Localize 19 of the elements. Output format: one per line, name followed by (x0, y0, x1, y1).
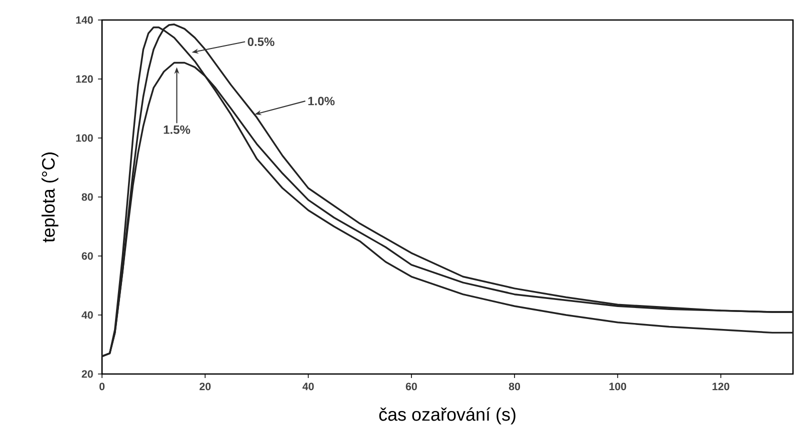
y-tick-label: 140 (76, 16, 93, 24)
x-tick-label: 100 (609, 382, 626, 390)
x-tick-label: 60 (406, 382, 417, 390)
x-tick-label: 80 (508, 382, 520, 390)
x-tick-label: 0 (99, 382, 105, 390)
x-axis-title: čas ozařování (s) (379, 407, 516, 424)
y-tick-label: 20 (82, 370, 93, 378)
y-tick-label: 80 (82, 193, 93, 201)
x-tick-label: 40 (302, 382, 314, 390)
y-tick-label: 100 (76, 134, 93, 142)
x-tick-label: 20 (200, 382, 211, 390)
x-tick-label: 120 (712, 382, 730, 390)
annotation: 0.5% (248, 38, 274, 46)
y-tick-label: 40 (82, 311, 93, 319)
y-tick-label: 120 (76, 75, 93, 83)
y-axis-title: teplota (°C) (42, 152, 58, 242)
y-tick-label: 60 (82, 252, 93, 260)
annotation: 1.5% (164, 125, 190, 134)
annotation: 1.0% (308, 96, 335, 106)
